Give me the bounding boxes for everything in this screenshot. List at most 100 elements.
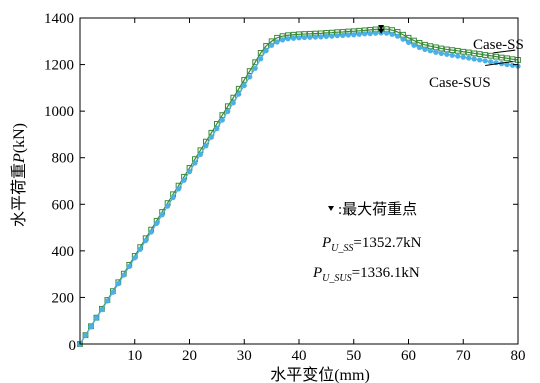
data-point <box>498 54 505 61</box>
data-point <box>126 263 132 270</box>
data-point <box>405 39 412 46</box>
data-point <box>449 47 456 54</box>
data-point <box>104 298 110 304</box>
data-point <box>498 61 505 67</box>
data-point <box>471 56 477 62</box>
data-point <box>488 59 494 65</box>
x-tick-label: 60 <box>401 348 416 364</box>
peak-load-ss-text: PU_SS=1352.7kN <box>321 235 422 254</box>
data-point <box>274 39 280 45</box>
data-point <box>444 51 450 57</box>
data-point <box>400 36 406 42</box>
data-point <box>110 289 116 295</box>
data-point <box>290 35 297 41</box>
data-point <box>476 51 483 57</box>
plot-area-border <box>79 17 519 345</box>
data-point <box>340 32 346 39</box>
legend-label-ss: Case-SS <box>473 37 524 53</box>
data-point <box>236 91 242 97</box>
x-tick-label: 10 <box>127 348 142 364</box>
data-point <box>394 33 401 39</box>
data-point <box>197 151 204 158</box>
peak-load-ss-subscript: U_SS <box>331 243 353 254</box>
peak-load-sus-text: PU_SUS=1336.1kN <box>312 265 420 284</box>
legend: Case-SS Case-SUS <box>429 37 524 91</box>
data-point <box>345 32 351 38</box>
data-point <box>422 46 428 53</box>
data-point <box>230 94 237 101</box>
data-point <box>465 49 472 56</box>
data-point <box>477 57 483 63</box>
data-point <box>389 31 395 37</box>
data-point <box>252 65 258 71</box>
data-point <box>367 31 373 37</box>
peak-load-sus-symbol: P <box>312 265 322 281</box>
data-point <box>175 186 182 192</box>
data-point <box>329 33 335 39</box>
plot-frame <box>79 17 519 345</box>
data-point <box>384 30 390 36</box>
data-point <box>230 100 236 106</box>
data-point <box>269 42 275 48</box>
series-line <box>79 28 519 345</box>
data-point <box>257 50 264 56</box>
x-tick-label: 50 <box>346 348 361 364</box>
data-point <box>471 50 478 57</box>
data-point <box>351 32 357 38</box>
data-point <box>246 68 253 74</box>
data-point <box>487 52 494 59</box>
data-point <box>225 108 231 114</box>
tick-layer: 10 20 30 40 50 60 70 80 200 400 600 800 1000 1200 1400 <box>44 11 526 364</box>
peak-load-ss-symbol: P <box>321 235 331 251</box>
data-point <box>121 272 127 278</box>
data-point <box>137 246 143 252</box>
data-point <box>433 49 439 55</box>
series-sus <box>77 30 521 347</box>
data-point <box>143 238 149 244</box>
data-point <box>373 30 379 36</box>
data-point <box>258 56 264 62</box>
data-point <box>482 52 489 58</box>
peak-load-ss-value: =1352.7kN <box>353 235 421 251</box>
data-point <box>99 306 105 313</box>
data-point <box>334 33 340 39</box>
legend-pointer-sus <box>485 61 513 66</box>
data-point <box>411 42 417 48</box>
data-point <box>203 143 209 149</box>
data-point <box>427 48 433 54</box>
data-point <box>296 35 302 41</box>
max-load-point-marker <box>378 25 385 31</box>
max-load-marker-label: :最大荷重点 <box>338 201 417 218</box>
max-load-marker-icon <box>328 206 334 211</box>
peak-load-sus-subscript: U_SUS <box>322 273 351 284</box>
max-load-annotation: :最大荷重点 PU_SS=1352.7kN PU_SUS=1336.1kN <box>312 201 422 284</box>
data-point <box>154 220 160 226</box>
data-point <box>356 31 362 37</box>
y-axis-title-prefix: 水平荷重 <box>10 163 28 227</box>
y-axis-title-symbol: P <box>11 153 28 164</box>
x-axis-title: 水平变位(mm) <box>270 366 370 383</box>
data-point <box>482 58 488 64</box>
data-point <box>493 53 500 60</box>
data-point <box>466 55 472 61</box>
y-tick-label: 200 <box>52 290 75 306</box>
y-tick-label: 1200 <box>44 58 74 74</box>
data-point <box>165 203 171 209</box>
data-point <box>181 177 187 183</box>
data-point <box>247 74 253 80</box>
data-point <box>214 126 220 132</box>
data-point <box>93 315 100 321</box>
data-point <box>208 134 214 140</box>
data-point <box>241 77 248 83</box>
data-point <box>279 37 286 43</box>
y-axis-title: 水平荷重P(kN) <box>10 123 28 227</box>
data-point <box>224 103 231 110</box>
data-point <box>219 117 225 123</box>
data-point <box>235 85 242 92</box>
data-point <box>88 324 94 330</box>
data-point <box>312 34 319 40</box>
x-tick-label: 70 <box>456 348 471 364</box>
data-point <box>301 34 308 41</box>
x-tick-label: 80 <box>511 348 526 364</box>
x-tick-label: 20 <box>182 348 197 364</box>
